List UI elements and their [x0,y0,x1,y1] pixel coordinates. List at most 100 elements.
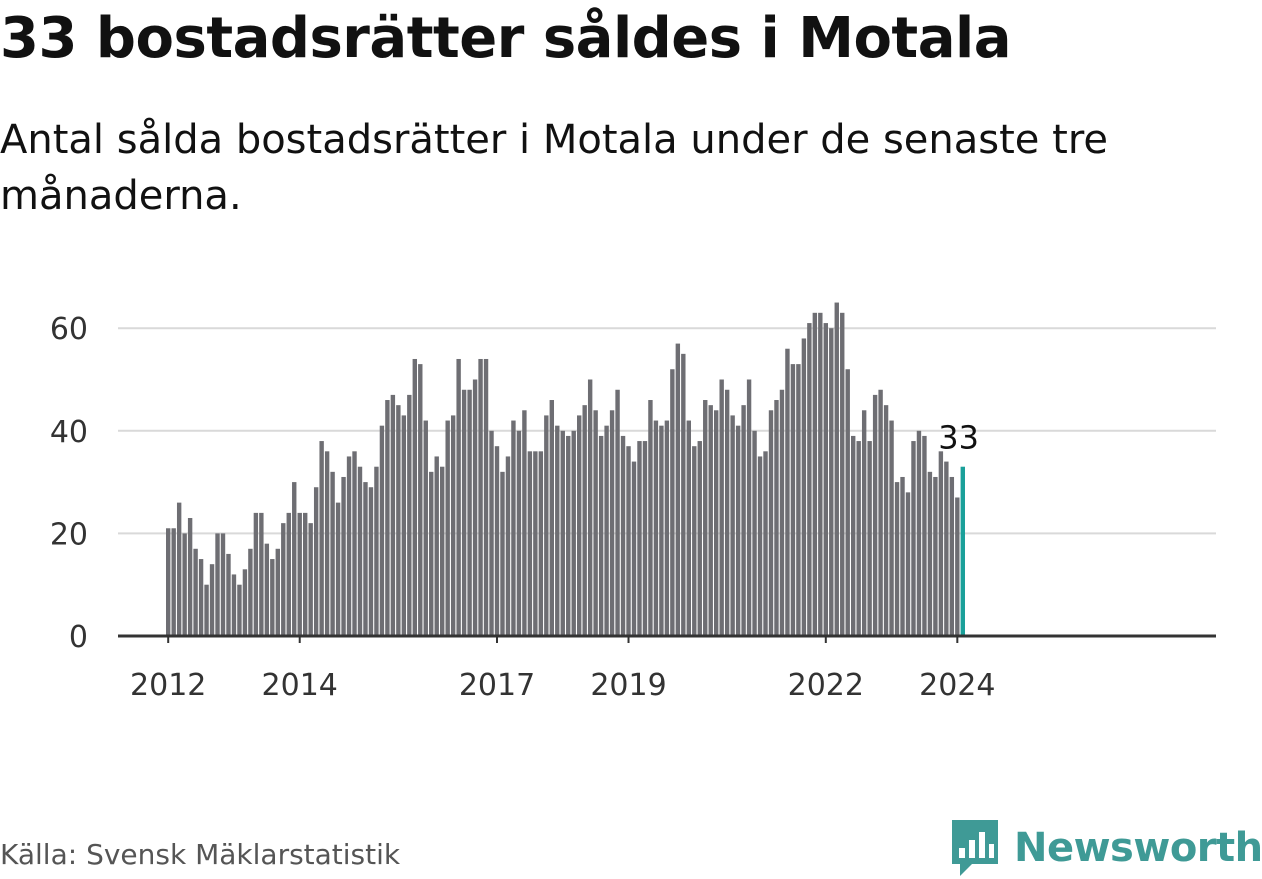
bar [489,430,494,636]
bar [516,430,522,636]
bar [642,441,648,636]
bar [714,410,719,636]
bar [483,358,489,636]
bar [198,559,204,636]
bar [335,502,341,636]
bar [357,466,363,636]
bar [686,420,691,636]
bar [396,405,401,636]
bar [675,343,681,636]
bar [598,435,604,636]
bar [834,302,839,636]
bar [790,364,796,636]
bar [533,451,538,636]
bar [193,548,198,636]
bar [872,394,878,636]
bar [861,410,867,636]
bar [259,512,264,636]
bar [385,400,390,636]
bar [511,420,516,636]
bar [472,379,478,636]
bar [166,528,171,636]
bar [927,471,933,636]
bar [555,425,560,636]
bar [922,435,927,636]
bar [708,405,713,636]
bar [412,358,417,636]
bar [670,369,675,636]
bar [538,451,544,636]
bar [911,441,916,636]
bar-chart: 0 20 40 60 2012 2014 2017 2019 2022 2024 33 [50,302,1216,703]
bar [401,415,407,636]
bar [303,512,308,636]
bar [286,512,291,636]
bar [566,435,571,636]
bar [648,400,653,636]
bar [346,456,352,636]
bar [724,389,730,636]
bar [697,441,702,636]
brand-name: Newsworthy [1014,825,1262,871]
bar [467,389,472,636]
bar [324,451,330,636]
bar [281,523,286,636]
bar [785,348,790,636]
bar [681,353,686,636]
bar [631,461,637,636]
bar [379,425,385,636]
bar [407,394,412,636]
bar [653,420,659,636]
bar [176,502,182,636]
bar [242,569,248,636]
bar [768,410,774,636]
bar [637,441,642,636]
bar [505,456,511,636]
bar [626,446,631,636]
bar [209,564,215,636]
bar [774,400,779,636]
bar [883,405,889,636]
bar [659,425,664,636]
bar [763,451,768,636]
bar [933,476,938,636]
bar [582,405,587,636]
bar [955,497,960,636]
bar [264,543,270,636]
highlight-data-label: 33 [938,419,979,457]
bar [330,471,335,636]
source-note: Källa: Svensk Mäklarstatistik [0,838,401,871]
bar [796,364,801,636]
bar [445,420,450,636]
bar [237,584,242,636]
bar [363,482,368,636]
chart-title: 33 bostadsrätter såldes i Motala [0,6,1011,71]
bar [900,476,905,636]
newsworthy-logo-icon [952,820,998,876]
bar [292,482,297,636]
bar [845,369,850,636]
bar [878,389,883,636]
bar [423,420,428,636]
bar [220,533,226,636]
bar [823,323,828,636]
bar [894,482,900,636]
y-tick-label: 60 [50,312,88,347]
bar [182,533,187,636]
bar [341,476,346,636]
bar [905,492,911,636]
bar [215,533,220,636]
bar [522,410,527,636]
y-tick-label: 0 [69,620,88,655]
x-tick-label: 2024 [919,668,995,703]
bar [577,415,582,636]
bar [253,512,259,636]
bar [829,328,834,636]
bar [226,553,231,636]
bar [390,394,396,636]
bar [916,430,922,636]
bar [757,456,763,636]
bar [889,420,894,636]
bar [494,446,500,636]
bar [949,476,955,636]
